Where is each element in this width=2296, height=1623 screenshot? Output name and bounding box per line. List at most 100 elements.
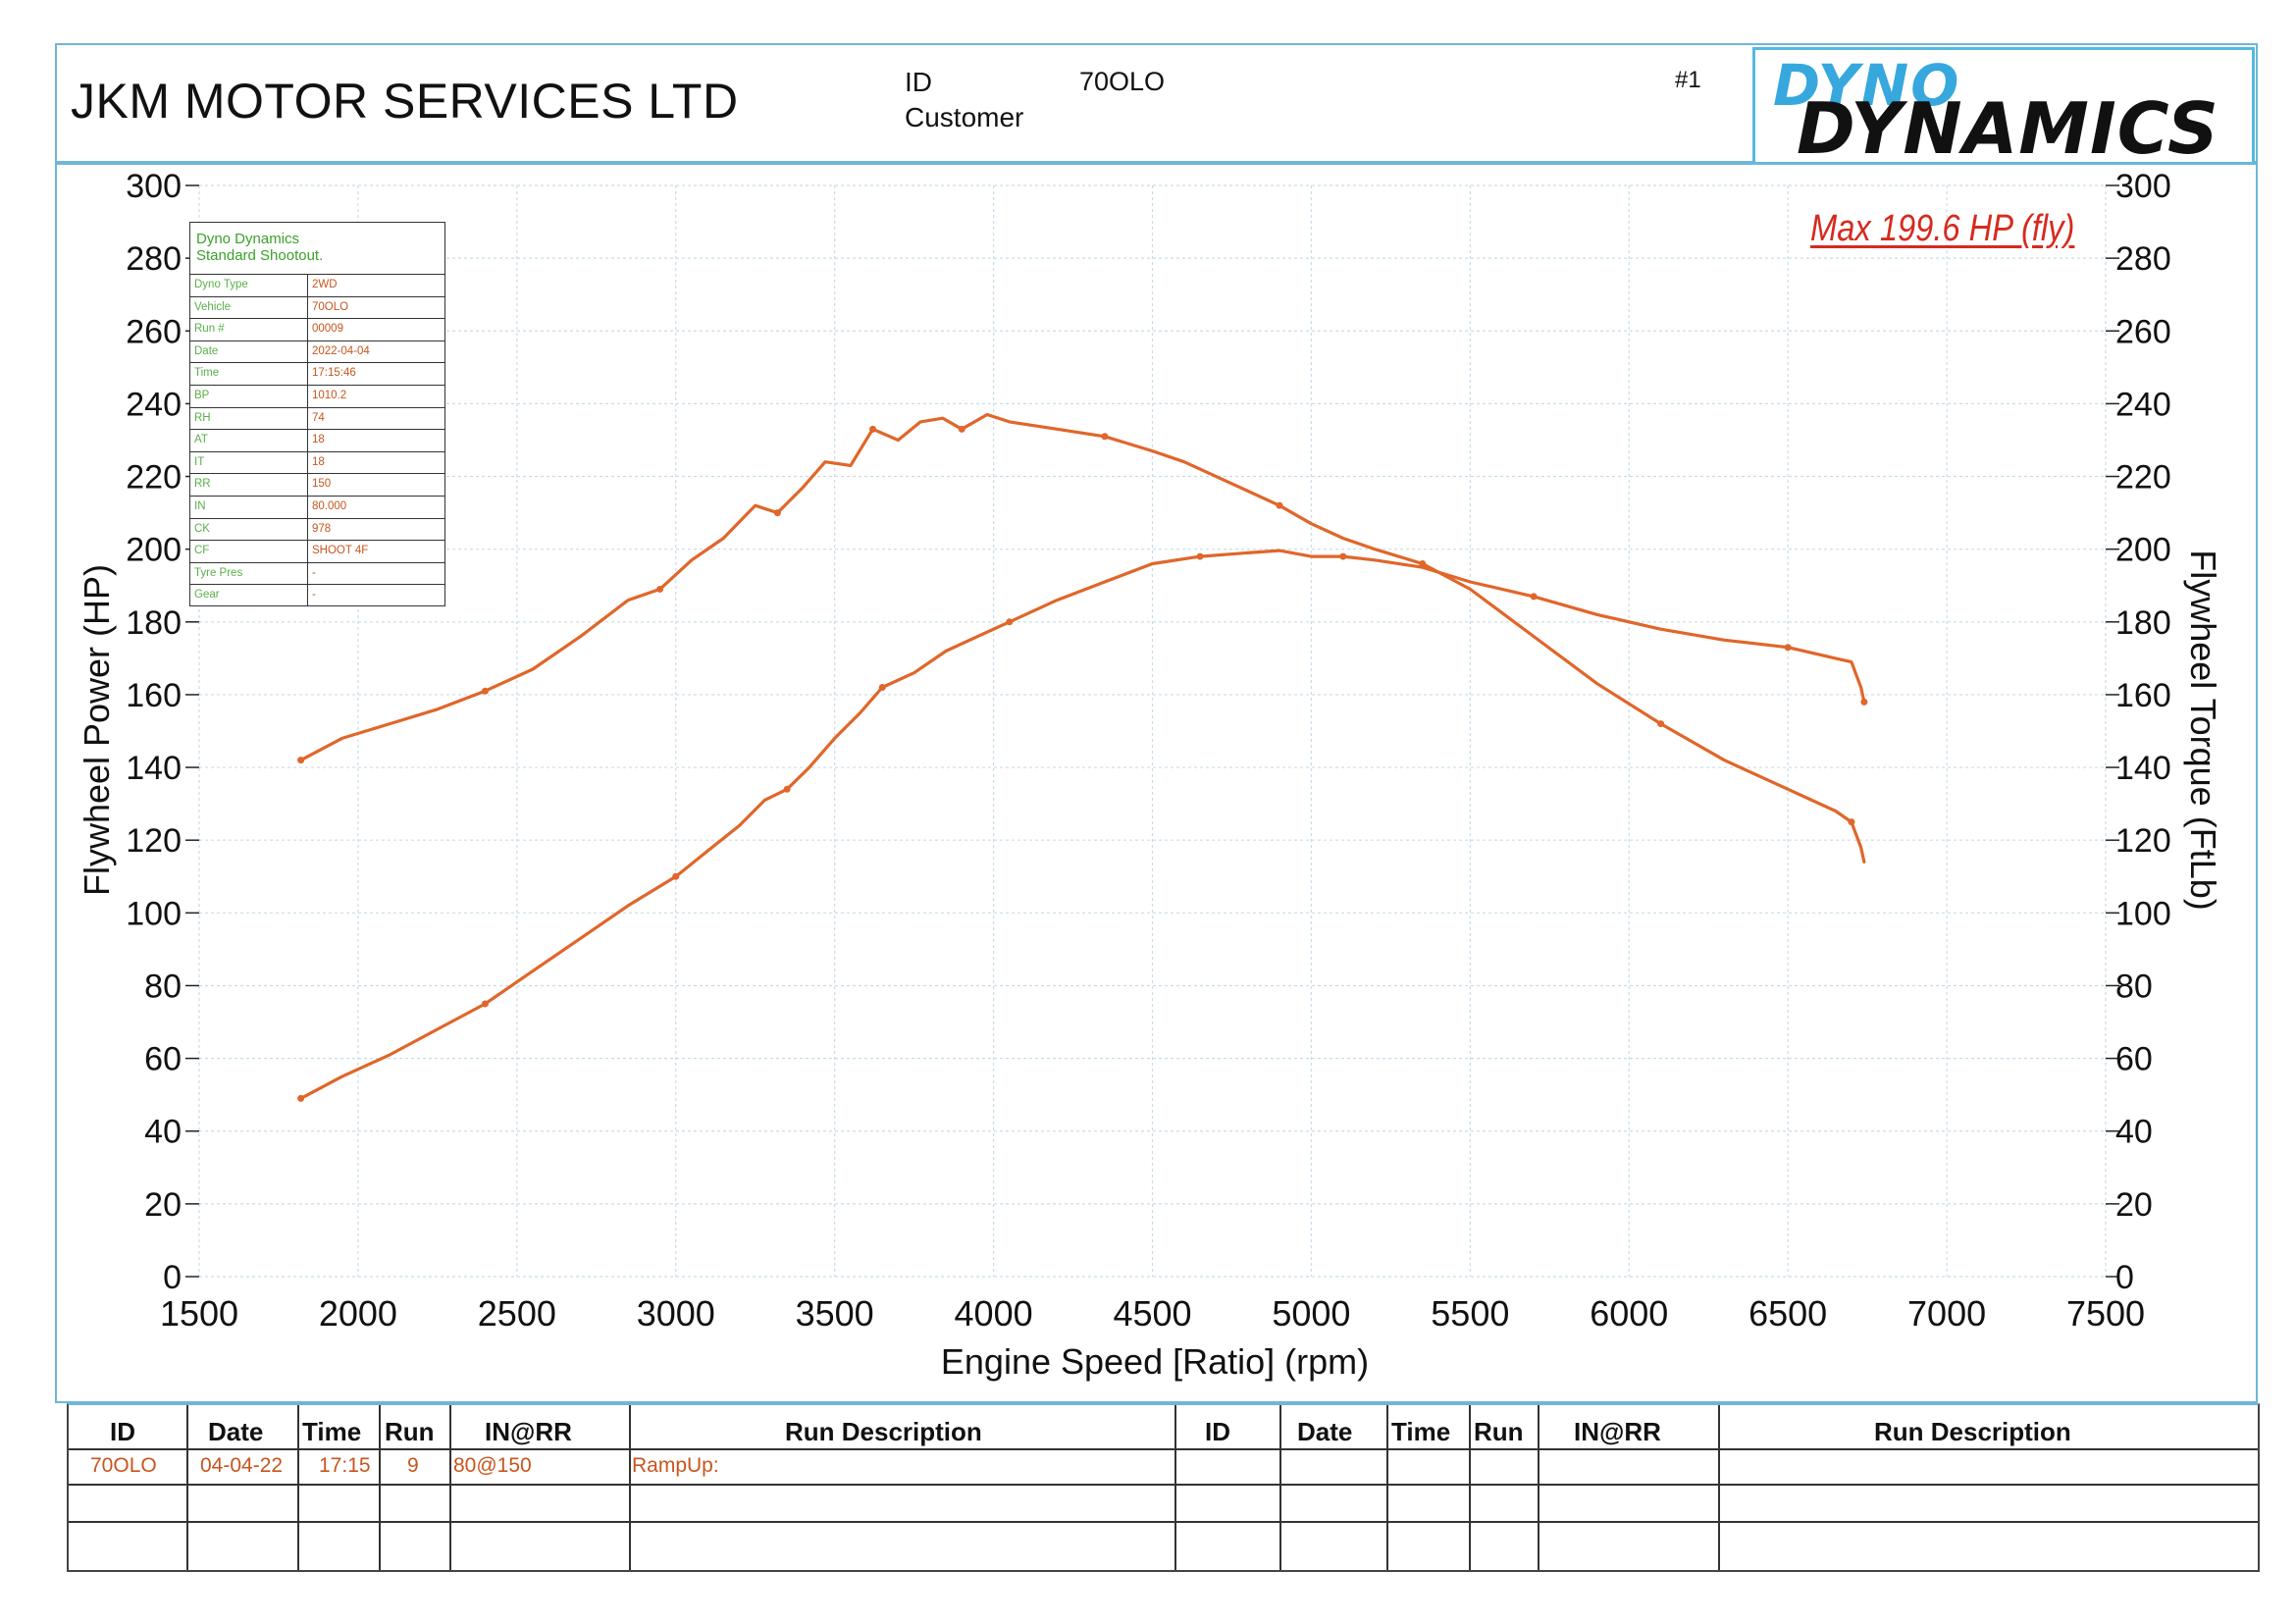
y-left-tick-label: 160 bbox=[126, 677, 182, 714]
info-row-key: Date bbox=[190, 340, 308, 363]
series-2-point bbox=[1860, 698, 1868, 706]
run-table-header-date-2: Date bbox=[1297, 1417, 1353, 1446]
info-row-value: 150 bbox=[312, 478, 332, 491]
y-left-tick-label: 260 bbox=[126, 313, 182, 350]
run-table-cell-date: 04-04-22 bbox=[200, 1454, 284, 1477]
series-2-point bbox=[1530, 593, 1538, 601]
run-table-col-line bbox=[1718, 1405, 1720, 1570]
y-right-tick-label: 120 bbox=[2115, 822, 2171, 860]
y-right-tick-label: 280 bbox=[2115, 240, 2171, 278]
info-row-value: 70OLO bbox=[312, 300, 349, 313]
info-row: Date 2022-04-04 bbox=[190, 340, 444, 363]
id-label: ID bbox=[905, 67, 932, 97]
x-tick-label: 4000 bbox=[955, 1293, 1033, 1334]
info-row-value: 978 bbox=[312, 522, 332, 535]
x-tick-label: 7500 bbox=[2066, 1293, 2145, 1334]
info-row: IT 18 bbox=[190, 450, 444, 474]
logo-top-text: DYNO bbox=[1773, 52, 1961, 119]
run-table-col-line bbox=[1469, 1405, 1471, 1570]
series-1-point bbox=[1276, 501, 1283, 509]
info-row-key: RR bbox=[190, 474, 308, 496]
series-1-point bbox=[869, 425, 877, 433]
info-rows: Dyno Type 2WD Vehicle 70OLO Run # 00009 Date 20… bbox=[190, 274, 444, 606]
info-row-value: 1010.2 bbox=[312, 389, 347, 401]
info-row-value: 74 bbox=[312, 411, 325, 424]
series-1-point bbox=[1419, 559, 1427, 567]
info-row-value: 2WD bbox=[312, 279, 338, 290]
info-row-key: Run # bbox=[190, 319, 308, 340]
chart-axes: 0 0 20 20 40 40 60 60 80 80 100 100 120 120 140 140 160 1… bbox=[126, 168, 2170, 1334]
run-table-header-id: ID bbox=[110, 1417, 135, 1446]
y-right-tick-label: 160 bbox=[2115, 677, 2171, 714]
customer-label: Customer bbox=[905, 102, 1024, 132]
run-table-col-line bbox=[629, 1405, 631, 1570]
run-table-divider bbox=[69, 1448, 2258, 1450]
series-1-point bbox=[656, 585, 664, 593]
info-row: AT 18 bbox=[190, 429, 444, 451]
info-title: Dyno Dynamics Standard Shootout. bbox=[196, 231, 323, 264]
info-row-value: 18 bbox=[312, 434, 325, 446]
run-table-header-run-2: Run bbox=[1474, 1417, 1524, 1446]
chart-grid bbox=[198, 184, 2107, 1278]
run-table-cell-description: RampUp: bbox=[632, 1454, 719, 1477]
run-table-divider bbox=[69, 1484, 2258, 1486]
series-1-point bbox=[1101, 433, 1109, 441]
info-row-key: RH bbox=[190, 407, 308, 430]
series-2-point bbox=[297, 1094, 305, 1102]
series-2-point bbox=[1784, 644, 1792, 652]
y-axis-left-label: Flywheel Power (HP) bbox=[77, 564, 117, 896]
info-row-key: Vehicle bbox=[190, 296, 308, 319]
run-table-cell-id: 70OLO bbox=[90, 1454, 157, 1477]
y-right-tick-label: 100 bbox=[2115, 895, 2171, 932]
y-left-tick-label: 240 bbox=[126, 386, 182, 423]
x-tick-label: 3500 bbox=[796, 1293, 874, 1334]
y-left-tick-label: 100 bbox=[126, 895, 182, 932]
run-table-col-line bbox=[1386, 1405, 1388, 1570]
run-table-col-line bbox=[449, 1405, 451, 1570]
x-tick-label: 5000 bbox=[1272, 1293, 1350, 1334]
info-row-value: 80.000 bbox=[312, 499, 347, 512]
info-row: Vehicle 70OLO bbox=[190, 295, 444, 319]
info-row: IN 80.000 bbox=[190, 495, 444, 518]
info-row: RR 150 bbox=[190, 473, 444, 496]
run-table-col-line bbox=[379, 1405, 381, 1570]
y-right-tick-label: 180 bbox=[2115, 604, 2171, 642]
run-table-header-date: Date bbox=[208, 1417, 264, 1446]
info-row-key: CK bbox=[190, 518, 308, 541]
y-right-tick-label: 0 bbox=[2115, 1259, 2134, 1296]
y-left-tick-label: 280 bbox=[126, 240, 182, 278]
info-row-value: - bbox=[312, 589, 316, 602]
info-row-value: 18 bbox=[312, 455, 325, 468]
info-row: CF SHOOT 4F bbox=[190, 540, 444, 562]
y-left-tick-label: 20 bbox=[144, 1186, 182, 1224]
y-right-tick-label: 80 bbox=[2115, 968, 2153, 1005]
y-right-tick-label: 300 bbox=[2115, 168, 2171, 205]
info-title-line2: Standard Shootout. bbox=[196, 247, 324, 264]
info-row: CK 978 bbox=[190, 517, 444, 541]
y-left-tick-label: 220 bbox=[126, 459, 182, 497]
series-1-point bbox=[773, 509, 781, 517]
y-right-tick-label: 140 bbox=[2115, 750, 2171, 787]
info-row-value: - bbox=[312, 566, 316, 579]
y-right-tick-label: 220 bbox=[2115, 459, 2171, 497]
x-tick-label: 4500 bbox=[1113, 1293, 1191, 1334]
x-axis-label: Engine Speed [Ratio] (rpm) bbox=[941, 1341, 1369, 1382]
series-1-point bbox=[1657, 720, 1665, 728]
info-row: RH 74 bbox=[190, 406, 444, 430]
info-row: BP 1010.2 bbox=[190, 384, 444, 407]
series-2-point bbox=[1196, 552, 1204, 560]
series-1-line bbox=[299, 412, 1866, 864]
run-table-cell-inrr: 80@150 bbox=[453, 1454, 532, 1477]
y-left-tick-label: 80 bbox=[144, 968, 182, 1005]
x-tick-label: 3000 bbox=[637, 1293, 715, 1334]
y-right-tick-label: 20 bbox=[2115, 1186, 2153, 1224]
dyno-dynamics-logo: DYNO DYNAMICS bbox=[1752, 47, 2255, 170]
chart-curves bbox=[297, 412, 1868, 1102]
y-left-tick-label: 200 bbox=[126, 532, 182, 569]
info-row-value: 00009 bbox=[312, 323, 343, 336]
y-right-tick-label: 200 bbox=[2115, 532, 2171, 569]
info-row-value: 17:15:46 bbox=[312, 367, 356, 380]
company-name: JKM MOTOR SERVICES LTD bbox=[71, 74, 739, 129]
run-table-header-description-2: Run Description bbox=[1874, 1417, 2071, 1446]
run-table-col-line bbox=[1538, 1405, 1539, 1570]
